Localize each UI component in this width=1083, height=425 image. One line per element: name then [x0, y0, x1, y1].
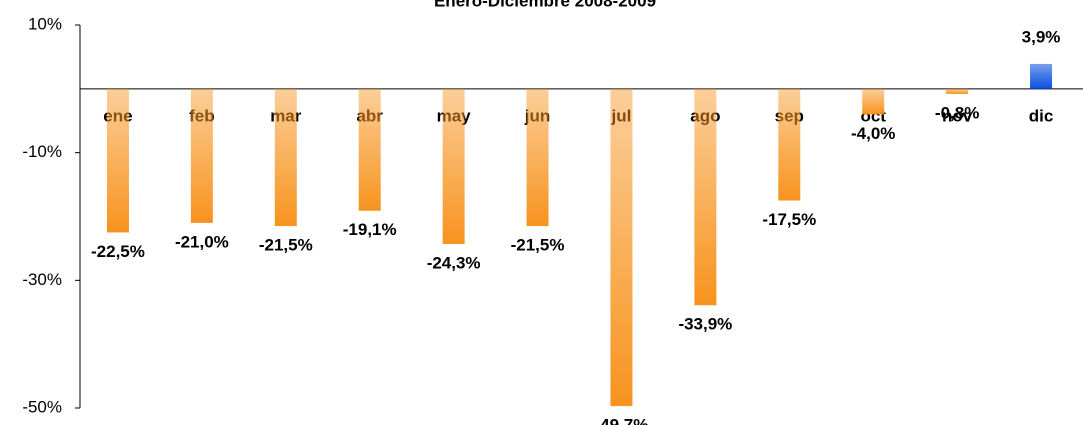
data-label: -21,5% — [511, 236, 565, 255]
x-tick-label: nov — [942, 106, 973, 125]
data-label: -17,5% — [762, 210, 816, 229]
bar — [442, 88, 465, 244]
bar — [358, 88, 381, 211]
bar — [946, 88, 969, 94]
bar — [526, 88, 549, 227]
y-tick-label: -50% — [22, 397, 62, 416]
y-tick-label: -10% — [22, 142, 62, 161]
data-label: -19,1% — [343, 220, 397, 239]
data-label: -4,0% — [851, 124, 895, 143]
chart-title: Enero-Diciembre 2008-2009 — [434, 0, 656, 10]
data-label: -24,3% — [427, 253, 481, 272]
data-label: -21,0% — [175, 232, 229, 251]
bar — [694, 88, 717, 306]
data-label: -33,9% — [678, 315, 732, 334]
bar — [106, 88, 129, 233]
bar — [778, 88, 801, 201]
data-label: 3,9% — [1022, 27, 1061, 46]
data-label: -49,7% — [595, 416, 649, 425]
bar — [1030, 63, 1053, 89]
data-label: -0,8% — [935, 103, 979, 122]
bar — [862, 88, 885, 115]
data-label: -22,5% — [91, 242, 145, 261]
y-tick-label: 10% — [28, 14, 62, 33]
bar — [610, 88, 633, 407]
x-tick-label: dic — [1029, 106, 1054, 125]
data-label: -21,5% — [259, 236, 313, 255]
y-tick-label: -30% — [22, 270, 62, 289]
bar — [274, 88, 297, 227]
bar — [190, 88, 213, 223]
